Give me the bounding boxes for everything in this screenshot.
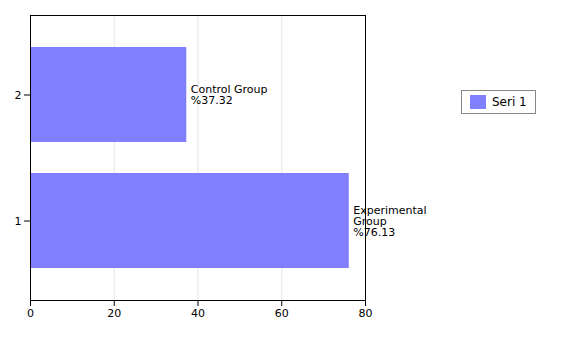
- svg-text:1: 1: [15, 215, 22, 228]
- svg-text:0: 0: [27, 307, 34, 320]
- html-text:Seri 1: Seri 1: [492, 95, 527, 109]
- svg-text:ExperimentalGroup%76.13: ExperimentalGroup%76.13: [353, 204, 426, 239]
- svg-text:Control Group%37.32: Control Group%37.32: [191, 83, 268, 107]
- svg-text:60: 60: [275, 307, 289, 320]
- svg-text:2: 2: [15, 89, 22, 102]
- svg-text:20: 20: [107, 307, 121, 320]
- svg-text:80: 80: [359, 307, 373, 320]
- svg-text:40: 40: [191, 307, 205, 320]
